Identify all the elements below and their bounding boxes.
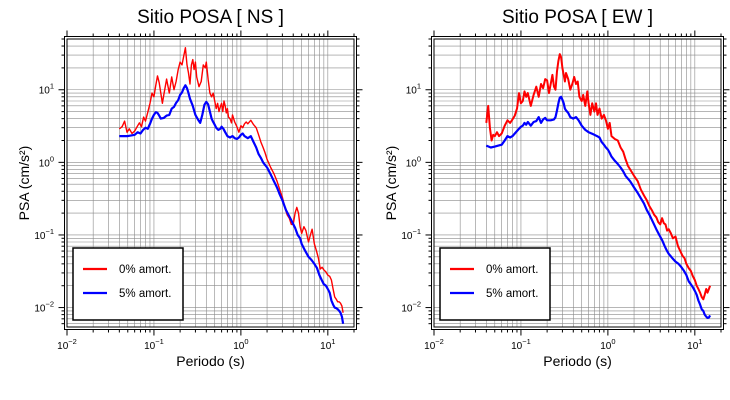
x-tick-label: 10−2 xyxy=(57,337,77,352)
y-tick-label: 100 xyxy=(39,154,54,169)
y-tick-label: 101 xyxy=(39,82,54,97)
series-line-damped xyxy=(119,84,345,324)
legend-box xyxy=(439,247,551,321)
series-line-undamped xyxy=(485,53,712,301)
series-line-damped xyxy=(485,95,712,319)
x-axis-label: Periodo (s) xyxy=(176,353,244,369)
x-axis-label: Periodo (s) xyxy=(543,353,611,369)
y-tick-label: 101 xyxy=(406,82,421,97)
series-line-undamped xyxy=(118,47,344,313)
y-tick-label: 10−1 xyxy=(401,227,421,242)
x-tick-label: 101 xyxy=(320,337,335,352)
legend-entry: 5% amort. xyxy=(119,288,171,300)
x-tick-label: 10−1 xyxy=(511,337,531,352)
frame-outer xyxy=(64,36,357,330)
x-tick-label: 10−2 xyxy=(424,337,444,352)
frame-outer xyxy=(431,36,724,330)
x-tick-label: 101 xyxy=(687,337,702,352)
y-axis-label: PSA (cm/s²) xyxy=(383,146,399,221)
y-tick-label: 10−2 xyxy=(401,300,421,315)
y-tick-label: 10−2 xyxy=(34,300,54,315)
y-tick-label: 10−1 xyxy=(34,227,54,242)
x-tick-label: 10−1 xyxy=(144,337,164,352)
frame-inner xyxy=(66,38,355,328)
chart-panel-2: 10−2 10−1 100 101 10−2 10−1 100 101 Sitio POSA [… xyxy=(383,7,730,369)
legend-entry: 0% amort. xyxy=(486,264,538,276)
tick-marks xyxy=(58,30,363,336)
legend-entry: 5% amort. xyxy=(486,288,538,300)
x-tick-label: 100 xyxy=(600,337,615,352)
y-tick-label: 100 xyxy=(406,154,421,169)
frame-inner xyxy=(433,38,722,328)
y-axis-label: PSA (cm/s²) xyxy=(16,146,32,221)
chart-title: Sitio POSA [ NS ] xyxy=(137,7,284,28)
legend: 0% amort. 5% amort. xyxy=(72,247,184,321)
chart-title: Sitio POSA [ EW ] xyxy=(502,7,653,28)
legend-entry: 0% amort. xyxy=(119,264,171,276)
legend: 0% amort. 5% amort. xyxy=(439,247,551,321)
legend-box xyxy=(72,247,184,321)
tick-marks xyxy=(425,30,730,336)
x-tick-label: 100 xyxy=(233,337,248,352)
chart-panel-1: 10−2 10−1 100 101 10−2 10−1 100 101 Sitio POSA [… xyxy=(16,7,363,369)
